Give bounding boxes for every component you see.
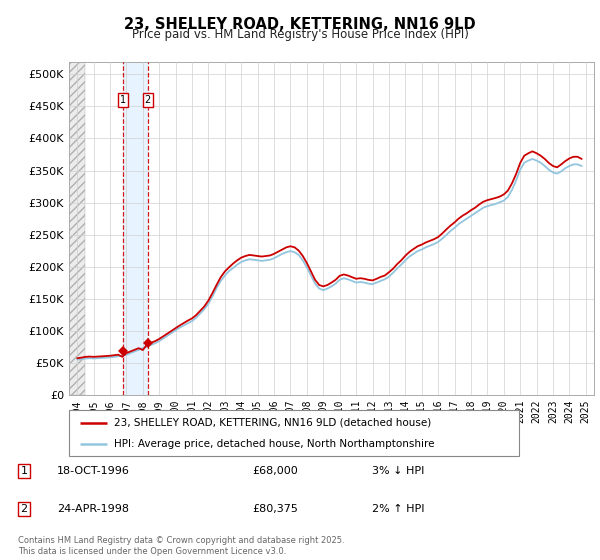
Text: 18-OCT-1996: 18-OCT-1996	[57, 466, 130, 476]
Text: 2: 2	[145, 95, 151, 105]
Text: £80,375: £80,375	[252, 504, 298, 514]
Text: 3% ↓ HPI: 3% ↓ HPI	[372, 466, 424, 476]
Text: 2: 2	[20, 504, 28, 514]
Text: 24-APR-1998: 24-APR-1998	[57, 504, 129, 514]
Text: 2% ↑ HPI: 2% ↑ HPI	[372, 504, 425, 514]
Text: Contains HM Land Registry data © Crown copyright and database right 2025.
This d: Contains HM Land Registry data © Crown c…	[18, 536, 344, 556]
Text: 1: 1	[20, 466, 28, 476]
Text: £68,000: £68,000	[252, 466, 298, 476]
Bar	[123, 62, 148, 395]
FancyBboxPatch shape	[69, 410, 519, 456]
Text: Price paid vs. HM Land Registry's House Price Index (HPI): Price paid vs. HM Land Registry's House …	[131, 28, 469, 41]
Text: 1: 1	[120, 95, 126, 105]
Bar	[69, 62, 85, 395]
Bar	[69, 62, 85, 395]
Text: 23, SHELLEY ROAD, KETTERING, NN16 9LD: 23, SHELLEY ROAD, KETTERING, NN16 9LD	[124, 17, 476, 32]
Text: 23, SHELLEY ROAD, KETTERING, NN16 9LD (detached house): 23, SHELLEY ROAD, KETTERING, NN16 9LD (d…	[114, 418, 431, 428]
Text: HPI: Average price, detached house, North Northamptonshire: HPI: Average price, detached house, Nort…	[114, 439, 434, 449]
